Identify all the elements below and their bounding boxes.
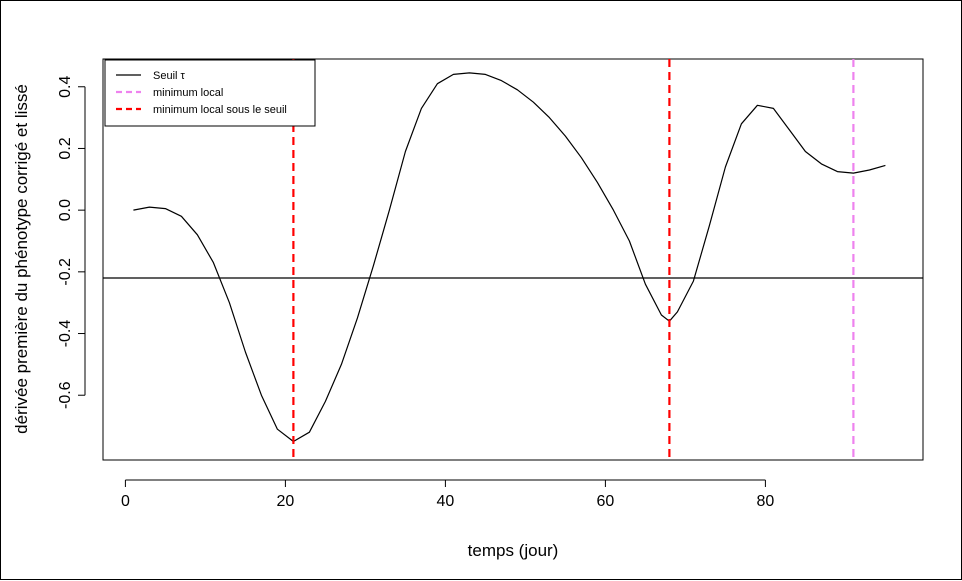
x-tick-label: 20: [277, 493, 295, 510]
y-tick-label: -0.4: [57, 320, 74, 348]
y-axis: -0.6 -0.4 -0.2 0.0 0.2 0.4: [57, 76, 86, 409]
x-axis-title: temps (jour): [468, 541, 559, 560]
plot-area-box: [102, 58, 924, 461]
x-axis: 0 20 40 60 80: [121, 479, 775, 510]
x-tick-label: 60: [597, 493, 615, 510]
y-axis-title: dérivée première du phénotype corrigé et…: [12, 84, 31, 434]
y-tick-label: 0.2: [57, 137, 74, 159]
y-tick-label: 0.4: [57, 76, 74, 98]
derivative-curve: [133, 72, 886, 443]
legend-label: minimum local: [153, 87, 223, 99]
y-tick-label: 0.0: [57, 199, 74, 221]
legend: Seuil τ minimum local minimum local sous l…: [104, 59, 316, 127]
legend-label: Seuil τ: [153, 70, 186, 82]
x-tick-label: 40: [437, 493, 455, 510]
x-tick-label: 80: [757, 493, 775, 510]
x-tick-label: 0: [121, 493, 130, 510]
legend-label: minimum local sous le seuil: [153, 104, 287, 116]
y-tick-label: -0.6: [57, 381, 74, 409]
y-tick-label: -0.2: [57, 258, 74, 286]
